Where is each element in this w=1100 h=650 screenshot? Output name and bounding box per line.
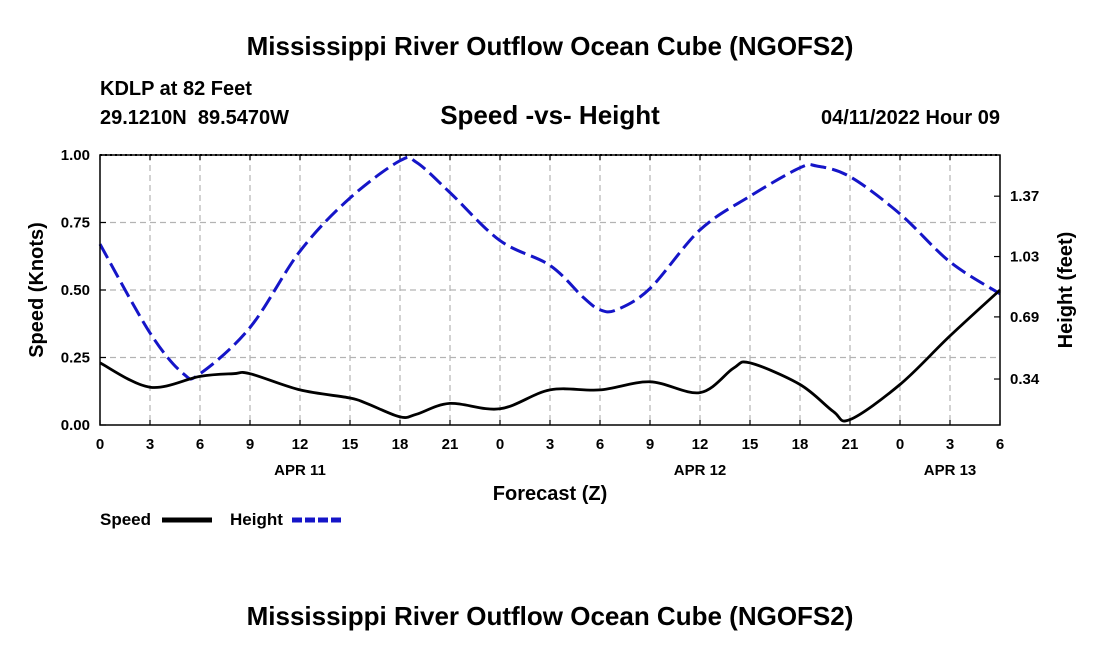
x-tick-label: 0 xyxy=(896,436,904,453)
legend: Speed Height xyxy=(100,510,342,529)
chart-subtitle: Speed -vs- Height xyxy=(440,100,660,130)
axis-ticks: 0 3 6 9 12 15 18 21 0 3 6 9 12 15 18 21 0 3 6 APR 11 APR 12 A… xyxy=(61,147,1040,479)
y-right-tick-label: 0.69 xyxy=(1010,309,1039,326)
x-tick-label: 12 xyxy=(692,436,709,453)
y-axis-label-right: Height (feet) xyxy=(1055,232,1077,349)
x-tick-label: 0 xyxy=(496,436,504,453)
y-right-tick-label: 1.37 xyxy=(1010,188,1039,205)
x-tick-label: 3 xyxy=(546,436,554,453)
footer-title: Mississippi River Outflow Ocean Cube (NG… xyxy=(247,601,854,631)
y-left-tick-label: 1.00 xyxy=(61,147,90,164)
x-date-label: APR 13 xyxy=(924,462,977,479)
x-tick-label: 15 xyxy=(742,436,759,453)
x-tick-label: 18 xyxy=(792,436,809,453)
chart-title: Mississippi River Outflow Ocean Cube (NG… xyxy=(247,31,854,61)
series-line-speed xyxy=(99,288,1001,423)
y-left-tick-label: 0.00 xyxy=(61,417,90,434)
x-tick-label: 3 xyxy=(946,436,954,453)
x-tick-label: 21 xyxy=(842,436,859,453)
x-tick-label: 6 xyxy=(596,436,604,453)
series-line-height xyxy=(98,155,1001,381)
x-tick-label: 21 xyxy=(442,436,459,453)
y-axis-label-left: Speed (Knots) xyxy=(26,222,48,358)
data-series xyxy=(98,155,1001,423)
y-left-tick-label: 0.50 xyxy=(61,282,90,299)
y-left-tick-label: 0.25 xyxy=(61,350,90,367)
x-tick-label: 3 xyxy=(146,436,154,453)
x-tick-label: 18 xyxy=(392,436,409,453)
x-axis-label: Forecast (Z) xyxy=(493,483,607,505)
legend-height-label: Height xyxy=(230,510,283,529)
x-tick-label: 15 xyxy=(342,436,359,453)
y-right-tick-label: 0.34 xyxy=(1010,371,1040,388)
x-tick-label: 9 xyxy=(246,436,254,453)
x-tick-label: 12 xyxy=(292,436,309,453)
x-date-label: APR 11 xyxy=(274,462,326,479)
legend-speed-label: Speed xyxy=(100,510,151,529)
station-coords: 29.1210N 89.5470W xyxy=(100,107,289,129)
grid-lines xyxy=(100,155,1000,425)
x-tick-label: 6 xyxy=(996,436,1004,453)
forecast-timestamp: 04/11/2022 Hour 09 xyxy=(821,107,1000,129)
x-tick-label: 9 xyxy=(646,436,654,453)
x-tick-label: 0 xyxy=(96,436,104,453)
y-left-tick-label: 0.75 xyxy=(61,215,90,232)
x-tick-label: 6 xyxy=(196,436,204,453)
station-label: KDLP at 82 Feet xyxy=(100,78,252,100)
y-right-tick-label: 1.03 xyxy=(1010,249,1039,266)
x-date-label: APR 12 xyxy=(674,462,727,479)
